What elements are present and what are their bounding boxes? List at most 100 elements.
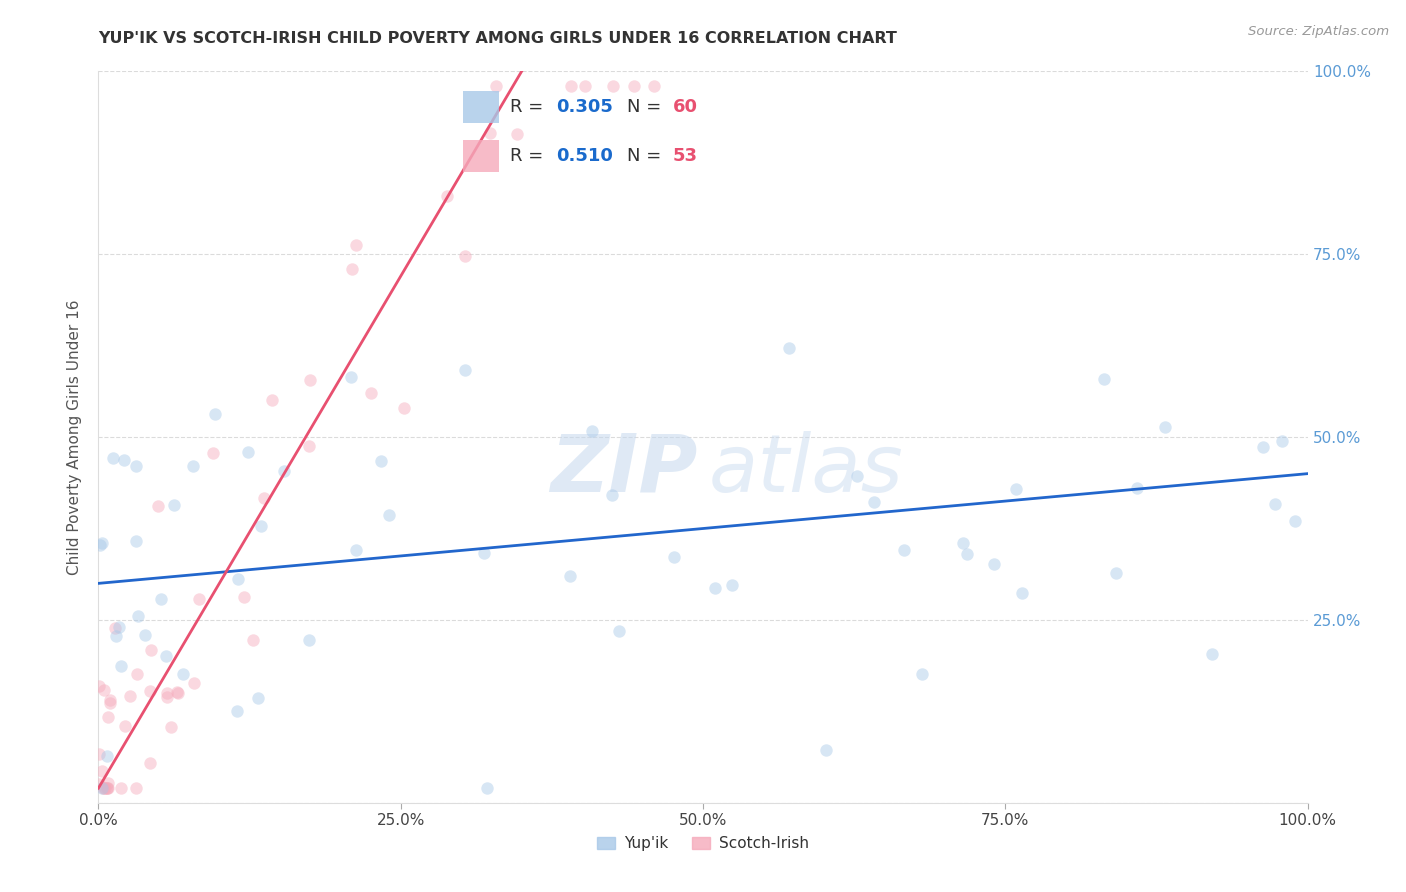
Point bbox=[340, 370, 363, 384]
Point bbox=[475, 781, 498, 796]
Point bbox=[118, 689, 141, 703]
Point bbox=[1105, 566, 1128, 581]
Point bbox=[298, 632, 321, 647]
Point bbox=[983, 557, 1005, 571]
Point bbox=[134, 628, 156, 642]
Point bbox=[93, 781, 115, 796]
Point bbox=[156, 685, 179, 699]
Point bbox=[87, 777, 110, 791]
Point bbox=[105, 629, 128, 643]
Point bbox=[273, 465, 295, 479]
Point bbox=[114, 719, 136, 733]
Point bbox=[104, 621, 127, 635]
Point bbox=[558, 568, 581, 582]
Point bbox=[125, 534, 148, 549]
Point bbox=[226, 572, 249, 586]
Point bbox=[108, 619, 131, 633]
Point bbox=[1271, 434, 1294, 449]
Point bbox=[472, 546, 495, 560]
Point bbox=[485, 78, 508, 93]
Point bbox=[602, 78, 624, 93]
Point bbox=[155, 649, 177, 664]
Point bbox=[181, 458, 204, 473]
Point bbox=[97, 776, 120, 790]
Point bbox=[202, 446, 225, 460]
Point bbox=[454, 249, 477, 263]
Point bbox=[1005, 482, 1028, 496]
Point bbox=[778, 341, 800, 355]
Point bbox=[581, 425, 603, 439]
Point bbox=[453, 363, 475, 377]
Point bbox=[344, 238, 367, 252]
Point bbox=[1094, 372, 1116, 386]
Point bbox=[607, 624, 630, 638]
Point bbox=[623, 78, 645, 93]
Point bbox=[97, 781, 120, 796]
Point bbox=[101, 451, 124, 466]
Point bbox=[956, 547, 979, 561]
Point bbox=[643, 78, 665, 93]
Point bbox=[1251, 440, 1274, 454]
Point bbox=[340, 262, 363, 277]
Point bbox=[91, 764, 114, 779]
Point bbox=[96, 781, 118, 796]
Point bbox=[260, 392, 283, 407]
Point bbox=[1201, 647, 1223, 661]
Point bbox=[112, 453, 135, 467]
Point bbox=[436, 189, 458, 203]
Point bbox=[188, 591, 211, 606]
Point bbox=[574, 78, 596, 93]
Point bbox=[166, 685, 188, 699]
Point bbox=[815, 743, 838, 757]
Point bbox=[127, 667, 149, 681]
Point bbox=[238, 445, 260, 459]
Point bbox=[91, 781, 114, 796]
Text: Source: ZipAtlas.com: Source: ZipAtlas.com bbox=[1249, 25, 1389, 38]
Point bbox=[344, 542, 367, 557]
Point bbox=[149, 592, 172, 607]
Legend: Yup'ik, Scotch-Irish: Yup'ik, Scotch-Irish bbox=[591, 830, 815, 857]
Point bbox=[560, 78, 582, 93]
Point bbox=[893, 543, 915, 558]
Point bbox=[98, 696, 121, 710]
Point bbox=[125, 781, 148, 796]
Point bbox=[127, 609, 149, 624]
Point bbox=[166, 686, 188, 700]
Point bbox=[96, 748, 118, 763]
Point bbox=[146, 499, 169, 513]
Point bbox=[1126, 482, 1149, 496]
Point bbox=[183, 676, 205, 690]
Point bbox=[89, 538, 111, 552]
Point bbox=[846, 469, 869, 483]
Point bbox=[952, 536, 974, 550]
Point bbox=[704, 581, 727, 595]
Point bbox=[370, 454, 392, 468]
Point bbox=[1263, 497, 1285, 511]
Point bbox=[600, 488, 623, 502]
Point bbox=[139, 756, 162, 771]
Point bbox=[93, 683, 115, 698]
Point bbox=[1284, 514, 1306, 528]
Point bbox=[242, 632, 264, 647]
Point bbox=[253, 491, 276, 506]
Point bbox=[911, 667, 934, 681]
Text: ZIP: ZIP bbox=[550, 431, 697, 509]
Point bbox=[204, 407, 226, 421]
Point bbox=[110, 658, 132, 673]
Point bbox=[94, 781, 117, 796]
Point bbox=[392, 401, 415, 415]
Point bbox=[505, 127, 527, 141]
Point bbox=[125, 458, 148, 473]
Point bbox=[96, 781, 118, 796]
Point bbox=[863, 495, 886, 509]
Point bbox=[377, 508, 399, 522]
Point bbox=[479, 126, 502, 140]
Point bbox=[139, 643, 162, 657]
Point bbox=[163, 498, 186, 512]
Point bbox=[139, 684, 162, 698]
Point bbox=[91, 781, 114, 796]
Point bbox=[91, 536, 114, 550]
Point bbox=[110, 781, 132, 796]
Point bbox=[233, 590, 256, 604]
Point bbox=[100, 692, 122, 706]
